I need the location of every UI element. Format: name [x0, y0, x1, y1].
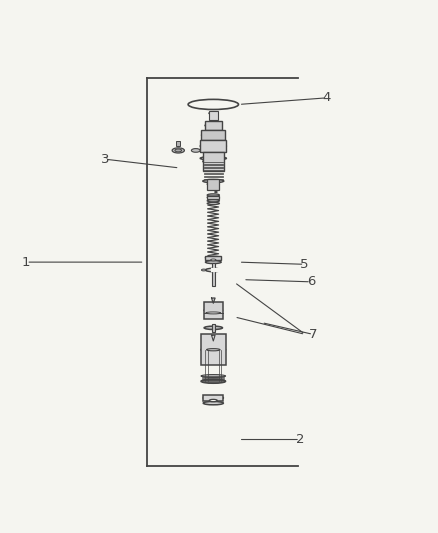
Ellipse shape — [204, 326, 223, 329]
Ellipse shape — [201, 269, 206, 271]
Ellipse shape — [204, 309, 223, 312]
Ellipse shape — [206, 312, 221, 314]
Ellipse shape — [201, 379, 226, 383]
Text: 4: 4 — [322, 91, 331, 104]
Ellipse shape — [200, 144, 226, 148]
Ellipse shape — [200, 157, 226, 160]
Ellipse shape — [207, 196, 219, 198]
Ellipse shape — [207, 183, 219, 185]
Bar — [212, 263, 215, 286]
Ellipse shape — [209, 399, 217, 402]
Bar — [205, 121, 222, 130]
Text: 7: 7 — [309, 328, 318, 341]
Ellipse shape — [191, 149, 200, 152]
Bar — [209, 110, 218, 120]
Ellipse shape — [207, 194, 219, 196]
Polygon shape — [212, 298, 215, 303]
Ellipse shape — [201, 375, 226, 377]
Ellipse shape — [205, 124, 222, 127]
Ellipse shape — [205, 268, 221, 272]
Ellipse shape — [205, 261, 221, 264]
Ellipse shape — [172, 148, 184, 153]
Bar — [203, 395, 223, 400]
Text: 1: 1 — [22, 256, 31, 269]
Bar — [205, 255, 221, 260]
Ellipse shape — [209, 112, 218, 114]
Ellipse shape — [203, 160, 224, 163]
Bar — [207, 196, 219, 199]
Bar — [207, 179, 219, 190]
Bar — [201, 130, 225, 140]
Ellipse shape — [201, 348, 226, 352]
Polygon shape — [212, 335, 215, 341]
Ellipse shape — [211, 259, 216, 261]
Ellipse shape — [175, 149, 182, 152]
Ellipse shape — [188, 99, 238, 109]
Bar — [204, 302, 223, 319]
Ellipse shape — [205, 133, 222, 136]
Ellipse shape — [207, 349, 220, 351]
Text: 3: 3 — [101, 152, 110, 166]
Bar — [201, 334, 226, 366]
Ellipse shape — [201, 143, 225, 147]
Ellipse shape — [201, 133, 225, 137]
Ellipse shape — [203, 401, 223, 405]
Ellipse shape — [215, 191, 217, 192]
Bar — [212, 324, 215, 332]
Ellipse shape — [203, 180, 224, 183]
Text: 2: 2 — [296, 433, 304, 446]
Text: 5: 5 — [300, 258, 309, 271]
Ellipse shape — [203, 396, 223, 400]
Ellipse shape — [205, 256, 221, 259]
Bar — [176, 141, 180, 146]
Ellipse shape — [207, 203, 219, 205]
Bar — [203, 151, 224, 171]
Bar — [200, 140, 226, 152]
Ellipse shape — [207, 200, 219, 202]
Text: 6: 6 — [307, 276, 315, 288]
